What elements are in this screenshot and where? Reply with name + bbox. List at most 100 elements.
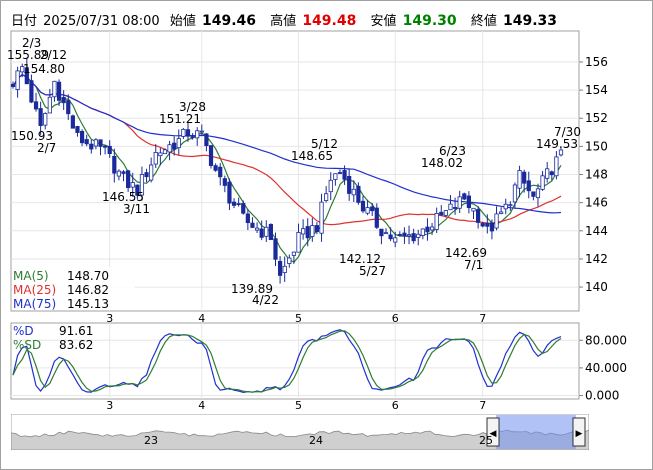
annotation-date: 5/27 [359,264,386,278]
candle [374,203,379,230]
candle [301,219,306,240]
candle [319,193,324,242]
annotation-price: 139.89 [231,282,273,296]
candle-body [254,227,260,231]
candle [195,127,200,146]
candle-body [89,143,94,150]
oscillator-tick-label: 40.000 [585,361,627,375]
candle [176,129,181,155]
candle [489,219,495,240]
ma-legend-label: MA(25) [13,283,56,297]
candle [20,63,25,78]
candle-body [452,207,458,209]
candle-body [149,164,154,181]
candle [10,81,16,89]
candle [512,182,518,209]
ma-legend-value: 148.70 [67,269,109,283]
candle [558,146,564,157]
candle [130,172,135,197]
price-tick-label: 148 [585,168,608,182]
candle-body [439,211,444,216]
oscillator-month-label: 3 [106,399,113,412]
annotation-price: 149.53 [536,137,578,151]
candle [144,168,149,183]
candle-body [540,175,545,190]
low-label: 安値 [370,14,397,29]
navigator-left-handle[interactable]: ◀ [486,417,500,447]
candle [218,163,223,186]
candle-body [476,209,481,223]
candle-body [98,139,103,147]
oscillator-tick-label: 80.000 [585,333,627,347]
candle [149,157,154,183]
candle [443,210,448,218]
candle [448,195,453,211]
candle [314,222,320,235]
candle [485,214,490,234]
candle [429,222,435,235]
high-label: 高値 [270,14,297,29]
annotation-price: 151.21 [159,112,201,126]
oscillator-border [10,322,580,400]
oscillator-month-label: 4 [198,399,205,412]
month-label: 3 [106,312,113,325]
navigator-left-handle-arrow-icon: ◀ [490,429,497,439]
annotation-price: 148.65 [291,149,333,163]
annotation-price: 146.55 [102,190,144,204]
oscillator-legend-value: 83.62 [59,338,93,352]
candle [29,74,34,104]
candle [540,170,545,191]
candle [84,134,89,147]
annotation-price: 148.02 [421,156,463,170]
candle-body [406,234,412,237]
navigator-right-handle-box [572,417,586,447]
candle-body [116,170,122,177]
candle-body [397,234,402,236]
candle-body [236,203,241,206]
annotation-date: 5/12 [311,137,338,151]
candle-body [314,225,320,233]
candle [365,199,370,216]
navigator-right-handle[interactable]: ▶ [572,417,586,447]
candle-body [508,204,513,207]
candle [439,205,444,216]
ohlc-header: 日付 2025/07/31 08:00 始値 149.46 高値 149.48 … [11,10,567,30]
oscillator-legend-value: 91.61 [59,324,93,338]
candle-body [190,136,195,139]
candle [402,227,407,244]
candle-body [33,101,39,110]
candle [535,183,541,207]
candle-body [79,130,85,144]
oscillator-month-axis: 3 4 5 6 7 [106,399,486,412]
candle-body [167,144,172,153]
candle-body [250,222,255,228]
candle-body [434,212,439,230]
candle-body [291,251,297,256]
candle [347,168,352,201]
candle-body [499,211,504,214]
ma-legend-box [12,267,135,310]
candle [388,227,393,242]
candle-body [393,237,398,243]
navigator-label: 23 [144,434,158,447]
low-value: 149.30 [402,13,457,29]
candle-body [20,66,25,73]
price-tick-label: 156 [585,55,608,69]
candle-body [411,233,416,242]
candle [75,125,80,137]
moving-average-lines [12,73,562,263]
candle [351,180,356,203]
oscillator-tick-label: 0.000 [585,389,619,403]
annotation-date: 3/11 [123,202,150,216]
candle-body [176,138,181,149]
candle [264,220,269,242]
candle-body [324,193,329,202]
range-navigator[interactable]: ◀ ▶ 23 24 25 [11,414,589,450]
navigator-label: 25 [479,434,493,447]
high-value: 149.48 [302,13,357,29]
candle-body [130,182,135,188]
